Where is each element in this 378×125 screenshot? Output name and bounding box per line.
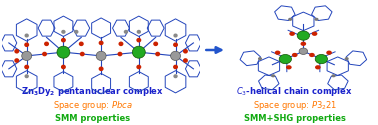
Circle shape [326,50,332,55]
Circle shape [136,38,141,43]
Circle shape [309,53,315,57]
Text: SMM+SHG properties: SMM+SHG properties [244,114,346,123]
Circle shape [61,30,66,34]
Circle shape [312,32,318,36]
Circle shape [24,42,29,47]
Circle shape [79,42,84,46]
Circle shape [124,30,128,34]
Circle shape [183,58,188,63]
Circle shape [24,65,29,69]
Circle shape [289,32,295,36]
Circle shape [57,46,70,58]
Circle shape [314,18,319,21]
Circle shape [271,74,275,77]
Circle shape [174,74,178,78]
Circle shape [286,65,292,70]
Circle shape [74,30,79,34]
Circle shape [275,50,280,55]
Circle shape [44,42,49,46]
Circle shape [301,34,306,38]
Circle shape [99,66,104,71]
Circle shape [315,65,321,70]
Circle shape [99,41,104,45]
Circle shape [61,38,66,43]
Circle shape [96,51,106,60]
Circle shape [136,30,141,34]
Circle shape [173,42,178,47]
Text: $\mathbf{Zn_3Dy_2}$ pentanuclear complex: $\mathbf{Zn_3Dy_2}$ pentanuclear complex [21,85,164,98]
Circle shape [284,57,289,61]
Circle shape [132,46,145,58]
Circle shape [14,49,19,54]
Circle shape [153,42,158,46]
Circle shape [61,65,66,69]
Circle shape [155,52,160,56]
Circle shape [22,51,32,60]
Circle shape [315,54,327,64]
Circle shape [173,65,178,69]
Circle shape [318,57,323,61]
Circle shape [42,52,47,56]
Circle shape [288,18,292,21]
Circle shape [174,34,178,38]
Circle shape [25,74,29,78]
Circle shape [183,49,188,54]
Circle shape [118,52,122,56]
Circle shape [279,54,291,64]
Circle shape [345,57,349,60]
Text: SMM properties: SMM properties [55,114,130,123]
Text: $\it{C_3}$-helical chain complex: $\it{C_3}$-helical chain complex [237,85,353,98]
Circle shape [80,52,85,56]
Circle shape [299,48,308,54]
Circle shape [332,74,336,77]
Circle shape [14,58,19,63]
Text: Space group: $\it{P}3_{\it{2}}21$: Space group: $\it{P}3_{\it{2}}21$ [253,99,337,112]
Circle shape [297,31,310,40]
Text: Space group: $\it{Pbca}$: Space group: $\it{Pbca}$ [53,99,132,112]
Circle shape [301,42,306,46]
Circle shape [136,65,141,69]
Circle shape [118,42,124,46]
Circle shape [292,53,297,57]
Circle shape [170,51,181,60]
Circle shape [25,34,29,38]
Circle shape [258,57,262,60]
